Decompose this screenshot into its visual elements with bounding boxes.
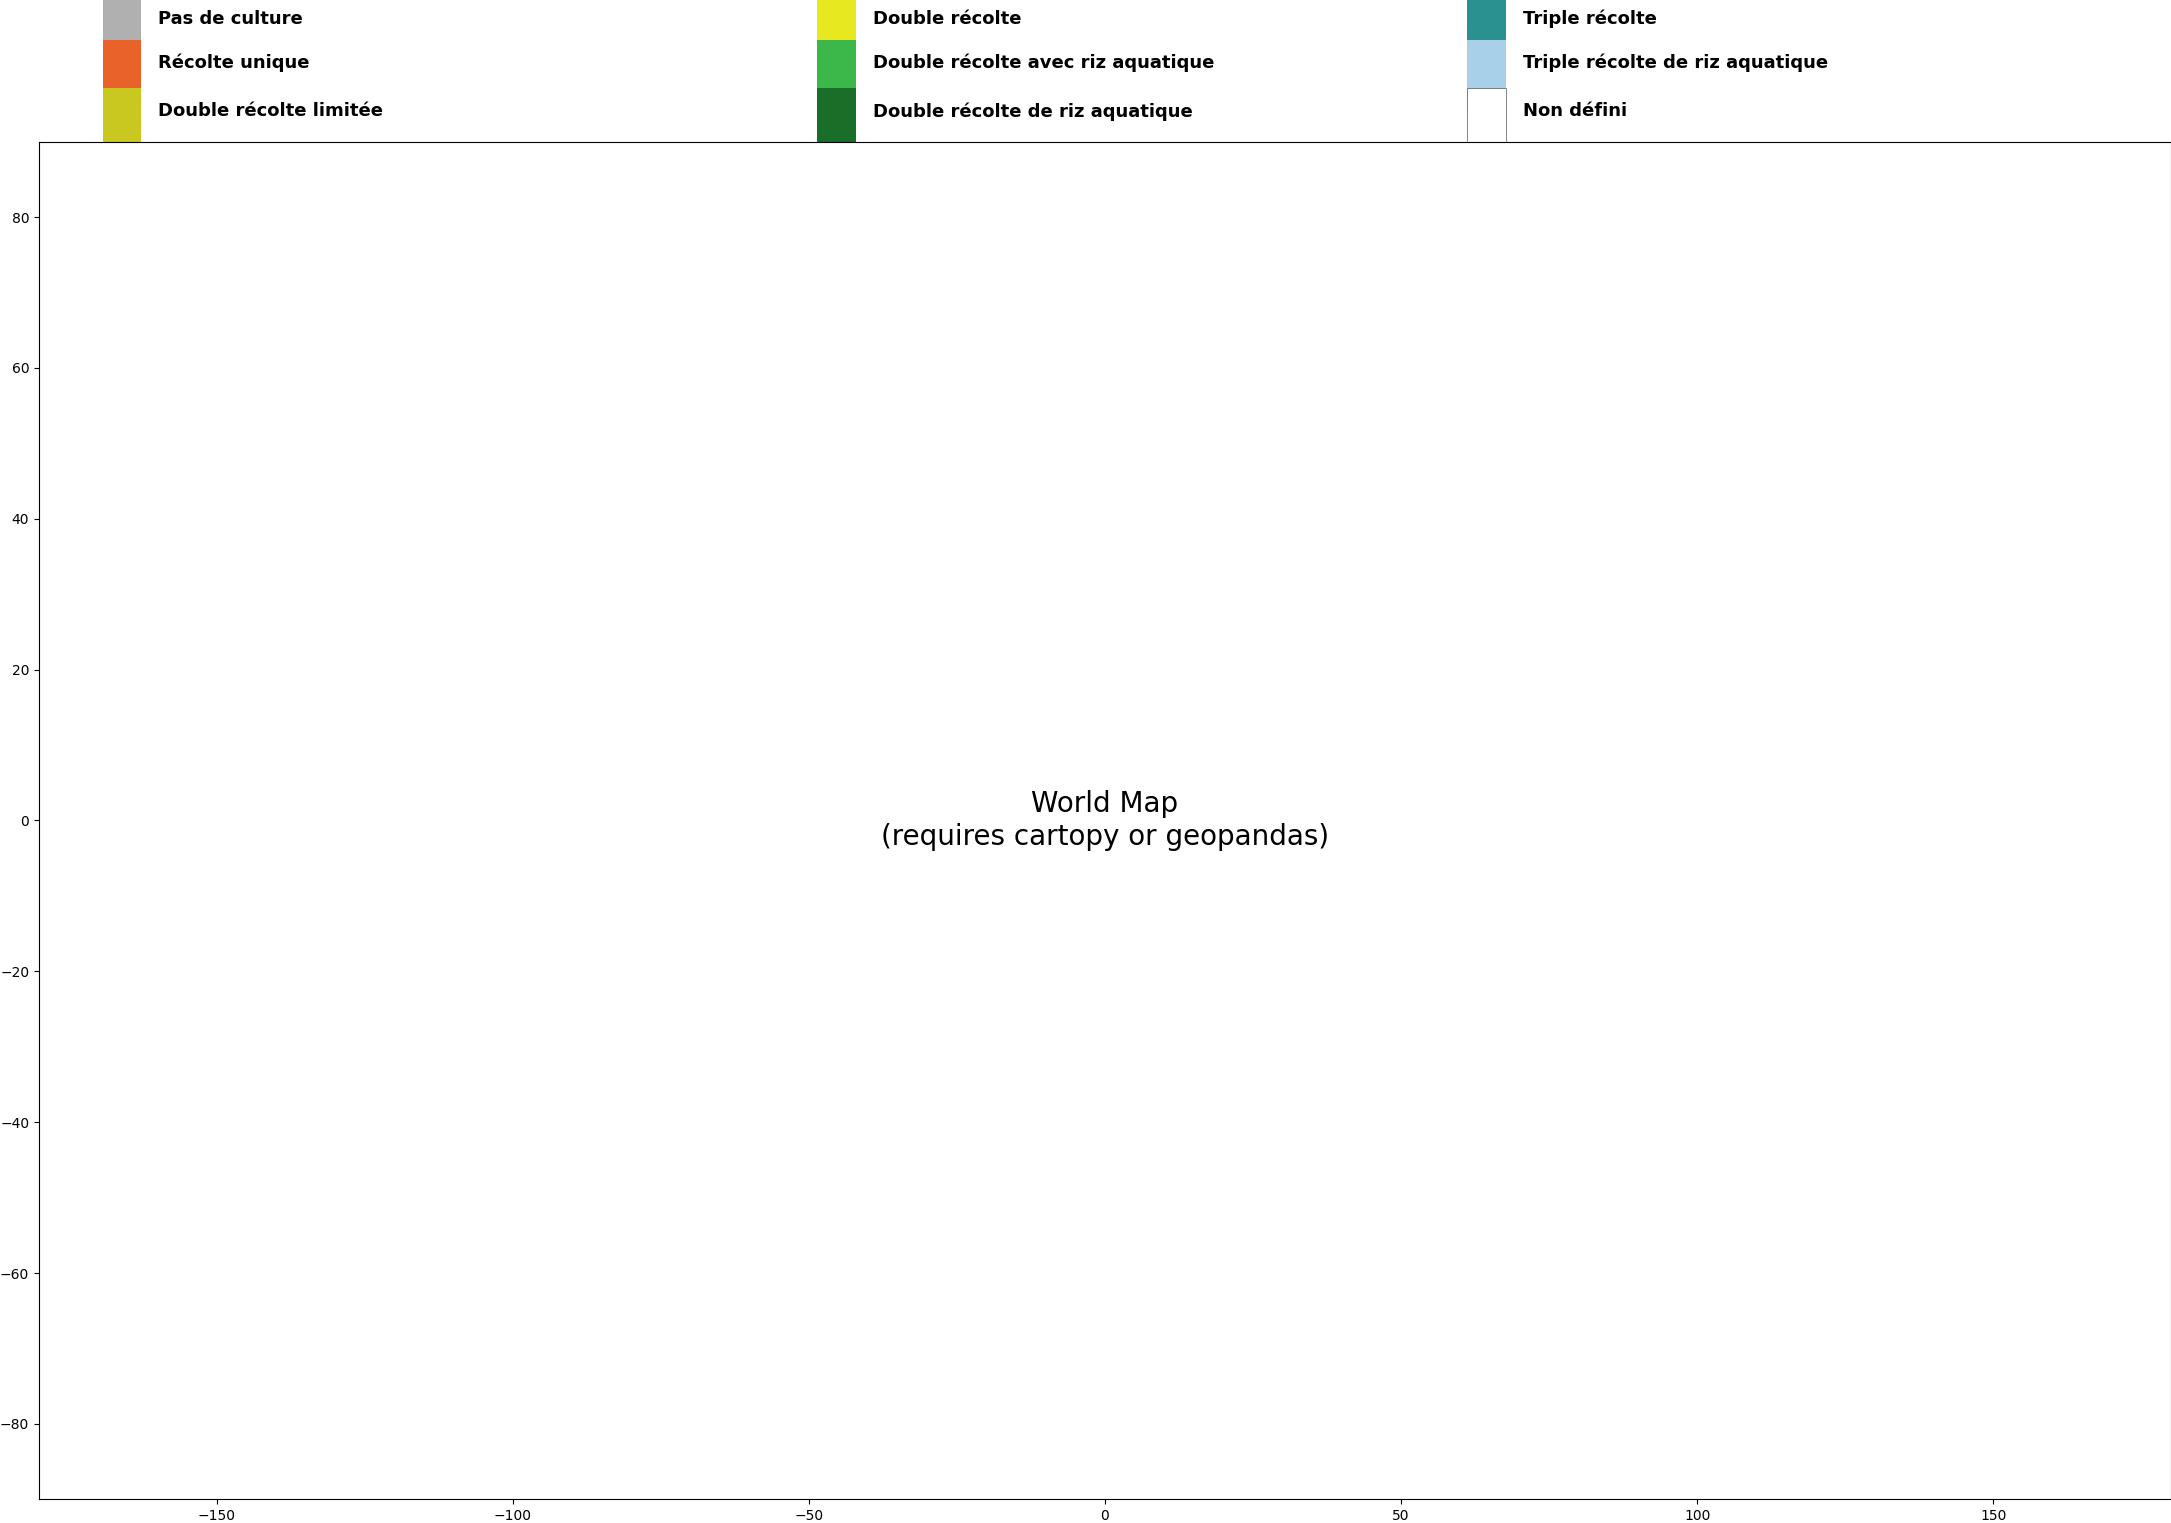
FancyBboxPatch shape (816, 88, 855, 158)
FancyBboxPatch shape (816, 40, 855, 110)
Text: Triple récolte: Triple récolte (1522, 9, 1656, 27)
FancyBboxPatch shape (102, 88, 141, 158)
Text: World Map
(requires cartopy or geopandas): World Map (requires cartopy or geopandas… (881, 790, 1329, 851)
FancyBboxPatch shape (1468, 0, 1507, 65)
Text: Récolte unique: Récolte unique (158, 53, 310, 73)
Text: Non défini: Non défini (1522, 102, 1626, 120)
Text: Pas de culture: Pas de culture (158, 9, 304, 27)
Text: Double récolte avec riz aquatique: Double récolte avec riz aquatique (873, 53, 1214, 73)
Text: Triple récolte de riz aquatique: Triple récolte de riz aquatique (1522, 53, 1828, 73)
FancyBboxPatch shape (102, 0, 141, 65)
FancyBboxPatch shape (816, 0, 855, 65)
FancyBboxPatch shape (1468, 88, 1507, 158)
Text: Double récolte de riz aquatique: Double récolte de riz aquatique (873, 102, 1192, 120)
FancyBboxPatch shape (1468, 40, 1507, 110)
FancyBboxPatch shape (102, 40, 141, 110)
Text: Double récolte: Double récolte (873, 9, 1020, 27)
Text: Double récolte limitée: Double récolte limitée (158, 102, 384, 120)
